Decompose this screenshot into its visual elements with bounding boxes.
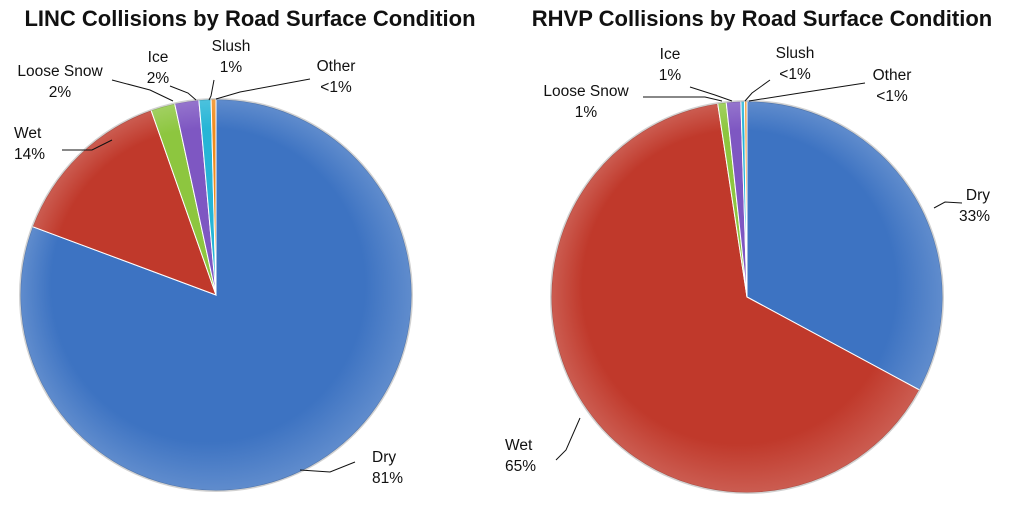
rhvp-label-loose-snow: Loose Snow <box>543 83 629 100</box>
rhvp-slice-other <box>744 100 748 298</box>
rhvp-value-ice: 1% <box>659 67 682 84</box>
rhvp-label-slush: Slush <box>776 45 815 62</box>
linc-value-other: <1% <box>320 79 352 96</box>
rhvp-value-slush: <1% <box>779 66 811 83</box>
rhvp-slice-wet <box>550 102 921 494</box>
linc-leader-dry <box>299 461 356 473</box>
rhvp-leader-loose-snow <box>643 96 723 102</box>
rhvp-leader-ice <box>689 86 733 102</box>
rhvp-leader-wet <box>555 417 581 461</box>
linc-slice-wet <box>31 109 217 296</box>
rhvp-pie-svg: Dry 33% Wet 65% Loose Snow 1% Ice 1% Slush <1% Oth… <box>505 45 990 494</box>
linc-slice-dry <box>19 98 413 492</box>
linc-leader-wet <box>62 139 113 151</box>
linc-label-slush: Slush <box>212 38 251 55</box>
rhvp-pie-rim <box>550 100 944 494</box>
linc-label-wet: Wet <box>14 125 42 142</box>
linc-leader-ice <box>169 85 197 101</box>
rhvp-leader-slush <box>744 79 771 102</box>
rhvp-value-wet: 65% <box>505 458 536 475</box>
linc-leader-other <box>215 78 311 100</box>
rhvp-value-loose-snow: 1% <box>575 104 598 121</box>
rhvp-pie-chart: RHVP Collisions by Road Surface Conditio… <box>500 0 1024 518</box>
rhvp-slices <box>550 100 944 494</box>
rhvp-leader-dry <box>933 201 963 209</box>
rhvp-label-other: Other <box>873 67 912 84</box>
linc-chart-title: LINC Collisions by Road Surface Conditio… <box>24 6 476 31</box>
linc-label-dry: Dry <box>372 449 396 466</box>
linc-pie-chart: LINC Collisions by Road Surface Conditio… <box>0 0 500 518</box>
rhvp-chart-title: RHVP Collisions by Road Surface Conditio… <box>531 6 993 31</box>
linc-pie-svg: Dry 81% Wet 14% Loose Snow 2% Ice 2% Slush 1% Othe… <box>14 38 413 492</box>
rhvp-label-ice: Ice <box>660 46 681 63</box>
rhvp-slice-dry <box>746 100 944 391</box>
linc-label-ice: Ice <box>148 49 169 66</box>
rhvp-label-dry: Dry <box>966 187 990 204</box>
linc-value-loose-snow: 2% <box>49 84 72 101</box>
linc-value-wet: 14% <box>14 146 45 163</box>
linc-label-loose-snow: Loose Snow <box>17 63 103 80</box>
rhvp-leader-other <box>748 82 866 102</box>
linc-value-ice: 2% <box>147 70 170 87</box>
linc-value-slush: 1% <box>220 59 243 76</box>
linc-slice-other <box>210 98 217 296</box>
linc-leader-slush <box>208 79 215 101</box>
rhvp-value-other: <1% <box>876 88 908 105</box>
linc-leader-loose-snow <box>111 79 174 102</box>
rhvp-label-wet: Wet <box>505 437 533 454</box>
linc-slices <box>19 98 413 492</box>
linc-value-dry: 81% <box>372 470 403 487</box>
linc-label-other: Other <box>317 58 356 75</box>
rhvp-value-dry: 33% <box>959 208 990 225</box>
